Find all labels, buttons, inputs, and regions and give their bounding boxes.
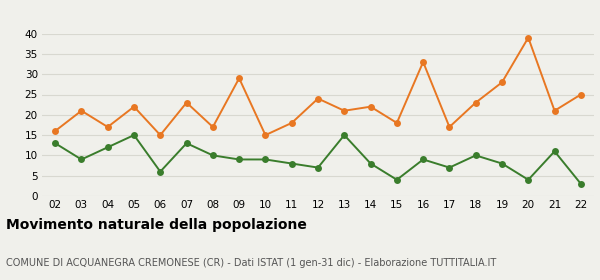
Text: COMUNE DI ACQUANEGRA CREMONESE (CR) - Dati ISTAT (1 gen-31 dic) - Elaborazione T: COMUNE DI ACQUANEGRA CREMONESE (CR) - Da… bbox=[6, 258, 496, 268]
Legend: Nascite, Decessi: Nascite, Decessi bbox=[247, 0, 389, 1]
Text: Movimento naturale della popolazione: Movimento naturale della popolazione bbox=[6, 218, 307, 232]
